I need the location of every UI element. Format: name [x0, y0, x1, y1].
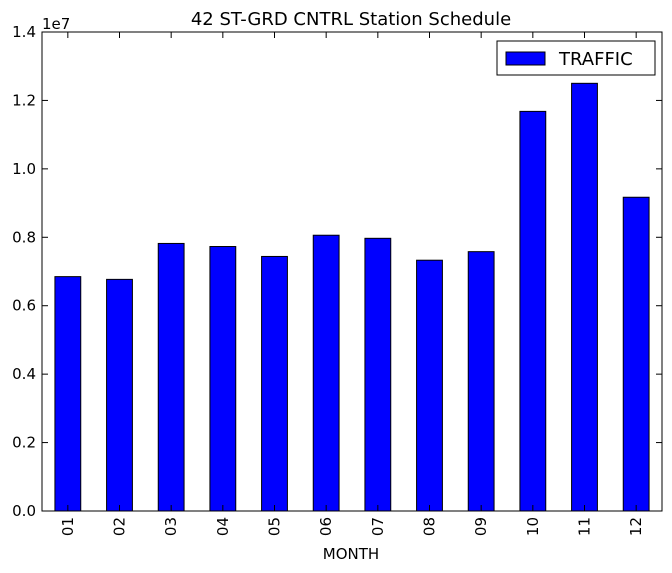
y-tick-label: 0.6: [12, 297, 36, 315]
legend: TRAFFIC: [496, 40, 656, 76]
x-tick-label: 11: [576, 517, 594, 536]
bar-10: [519, 110, 547, 512]
x-tick-label: 12: [627, 517, 645, 536]
y-tick-label: 0.8: [12, 228, 36, 246]
y-tick-label: 1.2: [12, 91, 36, 109]
bar-05: [261, 255, 288, 512]
bar-11: [571, 82, 598, 512]
bar-12: [622, 196, 650, 512]
x-tick-label: 08: [421, 517, 439, 536]
bar-02: [106, 278, 133, 512]
x-tick-label: 04: [214, 517, 232, 536]
x-tick-label: 02: [111, 517, 129, 536]
plot-frame: [41, 31, 663, 512]
y-tick-label: 0.0: [12, 502, 36, 520]
bar-08: [416, 259, 443, 512]
y-tick-label: 0.2: [12, 434, 36, 452]
x-tick-label: 03: [162, 517, 180, 536]
x-tick-label: 06: [317, 517, 335, 536]
bar-03: [157, 242, 185, 512]
bar-04: [209, 246, 237, 512]
y-tick-label: 1.0: [12, 160, 36, 178]
bar-01: [54, 276, 82, 512]
x-tick-label: 01: [59, 517, 77, 536]
legend-label: TRAFFIC: [558, 49, 633, 70]
legend-swatch: [505, 51, 546, 66]
y-tick-label: 0.4: [12, 365, 36, 383]
bar-09: [467, 251, 495, 512]
y-offset-label: 1e7: [42, 15, 70, 33]
x-axis-title: MONTH: [323, 545, 379, 563]
x-tick-label: 05: [266, 517, 284, 536]
y-tick-label: 1.4: [12, 23, 36, 41]
chart-title: 42 ST-GRD CNTRL Station Schedule: [191, 9, 511, 30]
bar-06: [312, 234, 340, 512]
bar-07: [364, 237, 392, 512]
x-tick-label: 09: [472, 517, 490, 536]
plot-area: 0.0 0.2 0.4 0.6 0.8 1.0 1.2 1.4 01 02 03 04 05 06 07 08…: [12, 23, 663, 536]
x-tick-label: 07: [369, 517, 387, 536]
x-tick-label: 10: [524, 517, 542, 536]
